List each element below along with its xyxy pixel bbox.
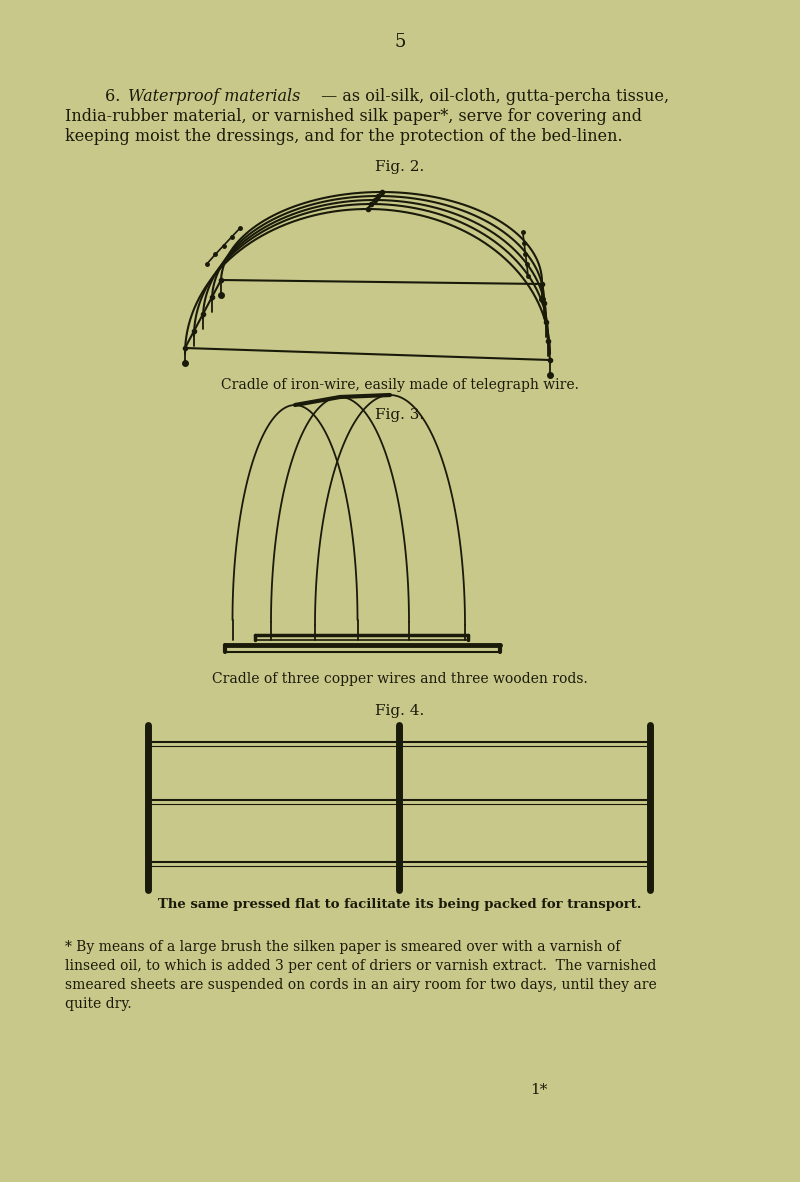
Text: Fig. 3.: Fig. 3. [375,408,425,422]
Text: quite dry.: quite dry. [65,996,132,1011]
Text: The same pressed flat to facilitate its being packed for transport.: The same pressed flat to facilitate its … [158,898,642,911]
Text: Cradle of three copper wires and three wooden rods.: Cradle of three copper wires and three w… [212,673,588,686]
Text: smeared sheets are suspended on cords in an airy room for two days, until they a: smeared sheets are suspended on cords in… [65,978,657,992]
Text: linseed oil, to which is added 3 per cent of driers or varnish extract.  The var: linseed oil, to which is added 3 per cen… [65,959,656,973]
Text: India-rubber material, or varnished silk paper*, serve for covering and: India-rubber material, or varnished silk… [65,108,642,125]
Text: Fig. 4.: Fig. 4. [375,704,425,717]
Text: Cradle of iron‐wire, easily made of telegraph wire.: Cradle of iron‐wire, easily made of tele… [221,378,579,392]
Text: — as oil-silk, oil-cloth, gutta-percha tissue,: — as oil-silk, oil-cloth, gutta-percha t… [316,87,669,105]
Text: 6.: 6. [105,87,130,105]
Text: Fig. 2.: Fig. 2. [375,160,425,174]
Text: Waterproof materials: Waterproof materials [128,87,300,105]
Text: keeping moist the dressings, and for the protection of the bed-linen.: keeping moist the dressings, and for the… [65,128,622,145]
Text: 5: 5 [394,33,406,51]
Text: 1*: 1* [530,1083,547,1097]
Text: * By means of a large brush the silken paper is smeared over with a varnish of: * By means of a large brush the silken p… [65,940,620,954]
